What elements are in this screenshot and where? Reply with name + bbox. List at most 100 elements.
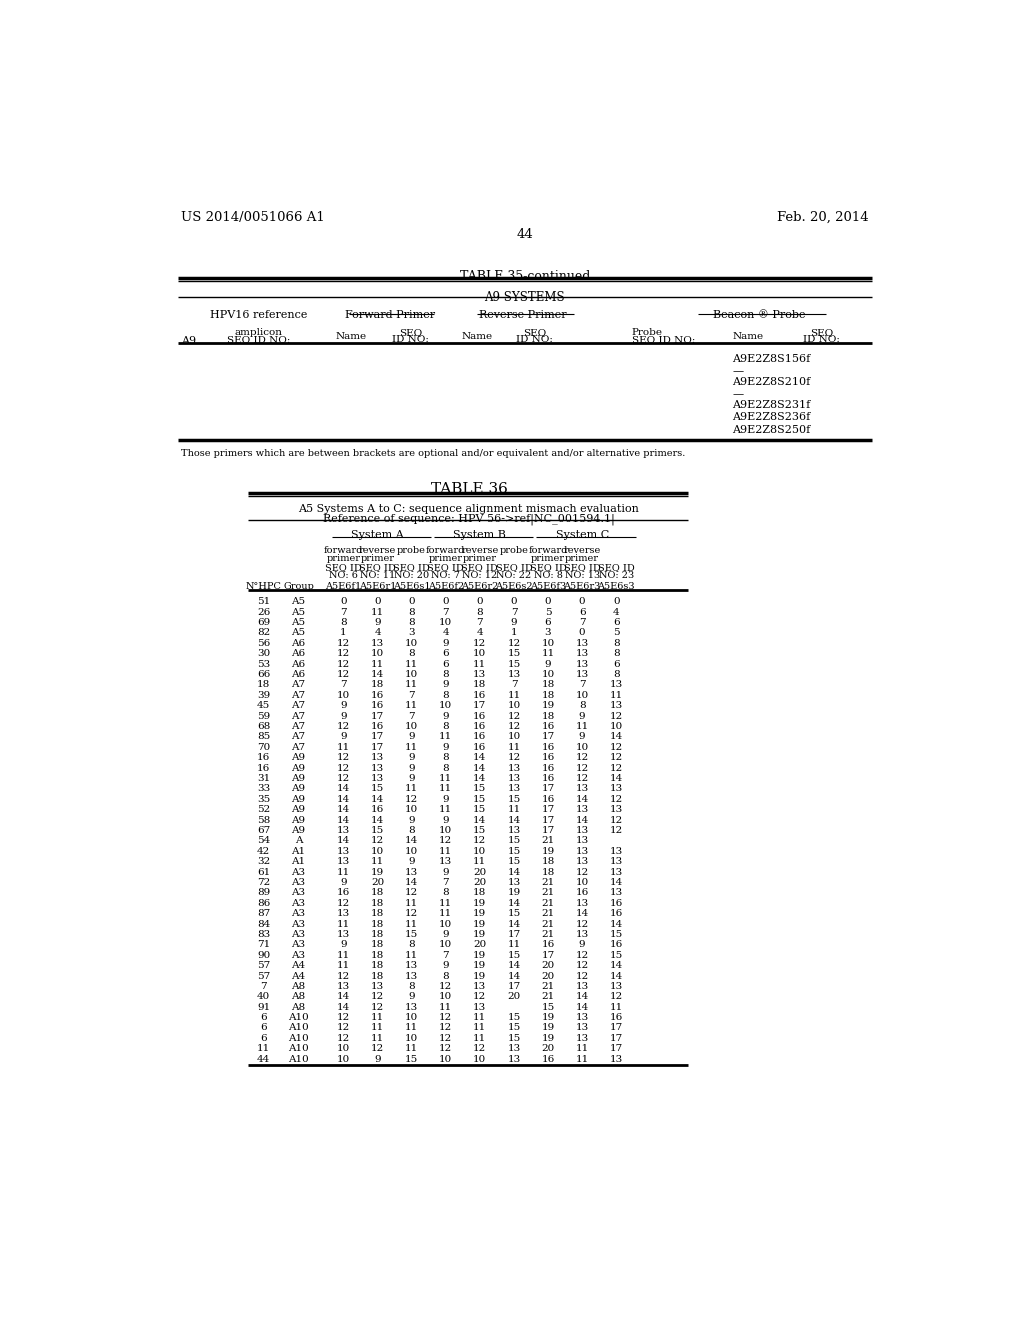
Text: ID NO:: ID NO:	[516, 335, 553, 345]
Text: 13: 13	[575, 982, 589, 991]
Text: 11: 11	[439, 847, 453, 855]
Text: 87: 87	[257, 909, 270, 919]
Text: 14: 14	[507, 920, 520, 928]
Text: 13: 13	[575, 671, 589, 678]
Text: 14: 14	[507, 972, 520, 981]
Text: 9: 9	[409, 857, 415, 866]
Text: 19: 19	[473, 929, 486, 939]
Text: 20: 20	[473, 940, 486, 949]
Text: 13: 13	[609, 1055, 623, 1064]
Text: 13: 13	[371, 639, 384, 648]
Text: 10: 10	[439, 940, 453, 949]
Text: 13: 13	[609, 982, 623, 991]
Text: 9: 9	[442, 711, 450, 721]
Text: 11: 11	[406, 743, 418, 752]
Text: 15: 15	[406, 1055, 418, 1064]
Text: 12: 12	[337, 660, 350, 669]
Text: 53: 53	[257, 660, 270, 669]
Text: 15: 15	[507, 837, 520, 845]
Text: 19: 19	[542, 1023, 555, 1032]
Text: 15: 15	[609, 950, 623, 960]
Text: 21: 21	[542, 920, 555, 928]
Text: 11: 11	[439, 805, 453, 814]
Text: A9: A9	[292, 826, 305, 836]
Text: 13: 13	[575, 649, 589, 659]
Text: 52: 52	[257, 805, 270, 814]
Text: 4: 4	[442, 628, 450, 638]
Text: 17: 17	[371, 733, 384, 742]
Text: Name: Name	[336, 331, 367, 341]
Text: 84: 84	[257, 920, 270, 928]
Text: 13: 13	[575, 826, 589, 836]
Text: 14: 14	[337, 1003, 350, 1011]
Text: A5E6s1: A5E6s1	[393, 582, 430, 591]
Text: 4: 4	[476, 628, 483, 638]
Text: 8: 8	[442, 722, 450, 731]
Text: 16: 16	[371, 690, 384, 700]
Text: 10: 10	[371, 649, 384, 659]
Text: 8: 8	[409, 607, 415, 616]
Text: 10: 10	[371, 847, 384, 855]
Text: 17: 17	[609, 1023, 623, 1032]
Text: reverse: reverse	[563, 545, 601, 554]
Text: 18: 18	[542, 867, 555, 876]
Text: 15: 15	[507, 1034, 520, 1043]
Text: 12: 12	[337, 754, 350, 762]
Text: A8: A8	[292, 993, 305, 1002]
Text: 0: 0	[613, 598, 620, 606]
Text: 14: 14	[337, 816, 350, 825]
Text: SEQ ID NO:: SEQ ID NO:	[226, 335, 290, 345]
Text: Group: Group	[283, 582, 314, 591]
Text: 19: 19	[473, 950, 486, 960]
Text: 12: 12	[575, 763, 589, 772]
Text: 12: 12	[609, 816, 623, 825]
Text: 9: 9	[442, 795, 450, 804]
Text: 13: 13	[473, 982, 486, 991]
Text: A3: A3	[292, 878, 305, 887]
Text: 10: 10	[406, 1034, 418, 1043]
Text: 12: 12	[609, 754, 623, 762]
Text: 8: 8	[442, 763, 450, 772]
Text: 10: 10	[473, 1055, 486, 1064]
Text: 6: 6	[613, 660, 620, 669]
Text: A7: A7	[292, 733, 305, 742]
Text: A5: A5	[292, 607, 305, 616]
Text: 19: 19	[542, 1014, 555, 1022]
Text: 12: 12	[371, 993, 384, 1002]
Text: 10: 10	[337, 690, 350, 700]
Text: 20: 20	[542, 1044, 555, 1053]
Text: 8: 8	[442, 972, 450, 981]
Text: 11: 11	[337, 743, 350, 752]
Text: reverse: reverse	[461, 545, 499, 554]
Text: 18: 18	[371, 929, 384, 939]
Text: 19: 19	[542, 1034, 555, 1043]
Text: TABLE 36: TABLE 36	[430, 482, 508, 496]
Text: amplicon: amplicon	[234, 327, 283, 337]
Text: 83: 83	[257, 929, 270, 939]
Text: 13: 13	[507, 763, 520, 772]
Text: 10: 10	[609, 722, 623, 731]
Text: forward: forward	[426, 545, 466, 554]
Text: 15: 15	[473, 784, 486, 793]
Text: 14: 14	[473, 763, 486, 772]
Text: A5: A5	[292, 628, 305, 638]
Text: 12: 12	[439, 837, 453, 845]
Text: NO: 12: NO: 12	[462, 572, 498, 579]
Text: 12: 12	[473, 639, 486, 648]
Text: 11: 11	[575, 1044, 589, 1053]
Text: 13: 13	[575, 1014, 589, 1022]
Text: 14: 14	[507, 961, 520, 970]
Text: 12: 12	[337, 639, 350, 648]
Text: 12: 12	[337, 899, 350, 908]
Text: 8: 8	[442, 671, 450, 678]
Text: NO: 11: NO: 11	[359, 572, 395, 579]
Text: 11: 11	[473, 1014, 486, 1022]
Text: 12: 12	[371, 1044, 384, 1053]
Text: 7: 7	[511, 607, 517, 616]
Text: 9: 9	[409, 993, 415, 1002]
Text: 14: 14	[575, 1003, 589, 1011]
Text: A6: A6	[292, 639, 305, 648]
Text: 13: 13	[575, 660, 589, 669]
Text: 8: 8	[409, 618, 415, 627]
Text: Beacon ® Probe: Beacon ® Probe	[714, 310, 806, 319]
